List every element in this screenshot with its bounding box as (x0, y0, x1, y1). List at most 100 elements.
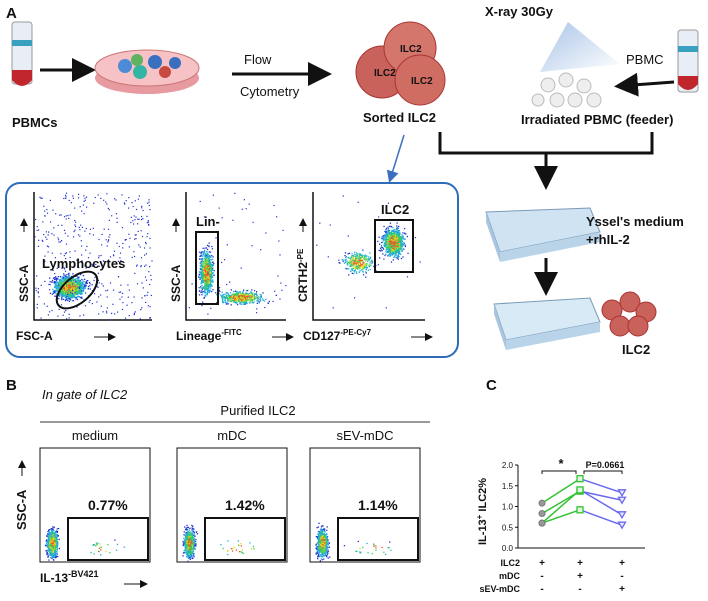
dot (213, 272, 214, 273)
dot (246, 303, 247, 304)
dot (356, 266, 357, 267)
dot (230, 295, 231, 296)
dot (234, 193, 235, 194)
y-label-main: SSC-A (169, 264, 183, 302)
dot (66, 244, 67, 245)
dot (233, 291, 234, 292)
dot (383, 259, 384, 260)
dot (61, 284, 62, 285)
dot (394, 229, 395, 230)
dot (353, 257, 354, 258)
dot (80, 206, 81, 207)
dot (106, 203, 107, 204)
dot (232, 295, 233, 296)
dot (62, 289, 63, 290)
dot (45, 545, 46, 546)
dot (149, 199, 150, 200)
dot (83, 289, 84, 290)
dot (76, 278, 77, 279)
dot (111, 215, 112, 216)
dot (202, 302, 203, 303)
dot (371, 263, 372, 264)
dot (211, 267, 212, 268)
dot (56, 287, 57, 288)
dot (397, 245, 398, 246)
scatter-dots (45, 526, 60, 561)
dot (206, 294, 207, 295)
dot (260, 249, 261, 250)
dot (211, 246, 212, 247)
dot (85, 250, 86, 251)
dot (119, 246, 120, 247)
dot (243, 290, 244, 291)
dot (368, 256, 369, 257)
dot (390, 255, 391, 256)
dot (48, 232, 49, 233)
dot (127, 305, 128, 306)
dot (45, 237, 46, 238)
dot (69, 292, 70, 293)
dot (210, 284, 211, 285)
dot (209, 243, 210, 244)
dot (134, 314, 135, 315)
dot (249, 295, 250, 296)
dot (401, 258, 402, 259)
dot (240, 291, 241, 292)
dot (109, 209, 110, 210)
dot (202, 270, 203, 271)
dot (208, 274, 209, 275)
dot (134, 256, 135, 257)
dot (100, 294, 101, 295)
dot (67, 300, 68, 301)
dot (204, 285, 205, 286)
dot (122, 302, 123, 303)
dot (81, 294, 82, 295)
dot (150, 317, 151, 318)
dot (367, 261, 368, 262)
dot (86, 285, 87, 286)
dot (47, 542, 48, 543)
dot (209, 267, 210, 268)
dot (57, 287, 58, 288)
dot (391, 247, 392, 248)
dot (75, 250, 76, 251)
dot (385, 232, 386, 233)
dot (396, 245, 397, 246)
dot (211, 284, 212, 285)
dot (260, 296, 261, 297)
dot (208, 258, 209, 259)
dot (73, 300, 74, 301)
dot (78, 283, 79, 284)
dot (99, 282, 100, 283)
dot (249, 302, 250, 303)
dot (74, 280, 75, 281)
dot (48, 251, 49, 252)
dot (108, 236, 109, 237)
dot (129, 246, 130, 247)
dot (351, 268, 352, 269)
dot (251, 292, 252, 293)
dot (70, 296, 71, 297)
dot (73, 284, 74, 285)
dot (107, 241, 108, 242)
dot (69, 298, 70, 299)
dot (269, 301, 270, 302)
dot (59, 294, 60, 295)
dot (383, 240, 384, 241)
dot (359, 272, 360, 273)
dot (122, 247, 123, 248)
dot (121, 297, 122, 298)
dot (259, 299, 260, 300)
dot (38, 288, 39, 289)
dot (239, 303, 240, 304)
dot (205, 278, 206, 279)
x-label: CD127-PE-Cy7 (303, 328, 372, 343)
dot (200, 268, 201, 269)
dot (222, 300, 223, 301)
dot (404, 228, 405, 229)
dot (70, 287, 71, 288)
dot (236, 299, 237, 300)
dot (62, 276, 63, 277)
dot (210, 276, 211, 277)
dot (90, 283, 91, 284)
